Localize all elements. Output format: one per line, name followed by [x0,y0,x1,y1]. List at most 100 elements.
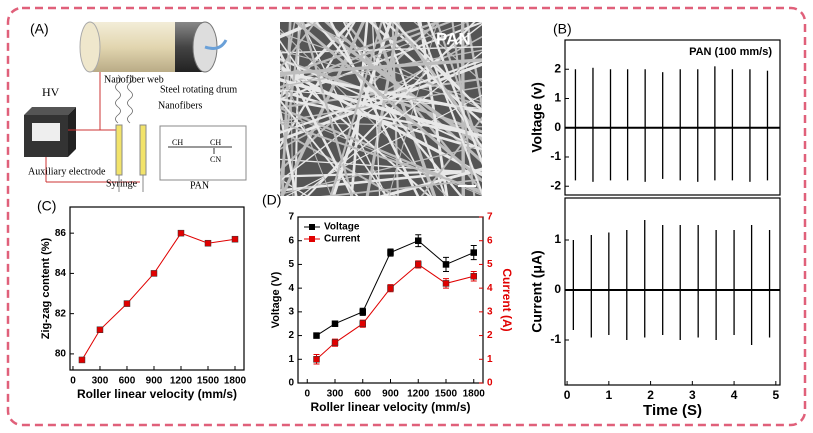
fiber [280,23,482,182]
fiber [280,22,470,92]
fiber [280,89,482,109]
y-tick-label: 1 [554,91,561,105]
y-axis-label: Zig-zag content (%) [40,237,52,339]
panel-label: (B) [553,21,572,37]
y2-tick-label: 4 [487,283,493,294]
y-tick-label: 1 [288,354,294,365]
fiber [280,62,482,142]
fiber [342,22,433,196]
fiber [280,28,447,196]
sem-fibers [280,22,482,196]
drum-end [79,21,101,73]
marker [359,308,366,316]
marker [387,284,394,292]
plot-frame [69,206,245,371]
line [81,232,236,361]
fiber [394,22,482,143]
y-tick-label: -1 [550,332,561,346]
fiber [280,22,292,196]
marker [415,237,422,244]
marker [387,249,394,256]
legend-marker [309,224,315,230]
fiber [460,22,466,196]
sem-label: PAN [436,29,471,48]
x-tick-label: 1500 [197,376,220,387]
fiber [280,22,453,89]
x-tick-label: 900 [382,389,399,400]
plot-frame [564,39,781,196]
electrode-label: Auxiliary electrode [28,166,106,177]
formula-text: CH [210,138,221,147]
fiber [280,22,303,195]
fiber [294,22,482,183]
fiber [280,50,482,106]
y-tick-label: 0 [554,282,561,296]
marker [177,229,185,237]
fiber [280,22,317,70]
fiber [331,22,392,196]
y-tick-label: -1 [550,149,561,163]
fiber [466,22,482,113]
marker [470,273,477,280]
x-tick-label: 0 [564,388,571,402]
marker [415,261,422,268]
fiber [436,22,482,157]
y-tick-label: 3 [288,306,294,317]
fiber [280,49,482,88]
fiber [280,158,482,174]
marker [470,249,477,256]
fiber [314,22,463,196]
legend-marker [309,236,315,242]
fiber [280,178,309,196]
y-axis-label: Current (μA) [529,250,545,332]
hv-top [24,107,76,115]
x-tick-label: 300 [92,376,109,387]
frame [6,6,807,427]
fiber [388,22,438,196]
y2-tick-label: 7 [487,212,493,223]
fiber [372,22,437,196]
panel-label: (D) [262,192,281,208]
y2-axis-label: Current (A) [500,268,514,331]
fibers [115,74,133,124]
y-tick-label: -2 [550,178,561,192]
marker [359,320,366,327]
fiber [377,167,482,196]
hv-label: HV [42,85,60,99]
fiber [329,22,383,196]
marker [123,300,131,307]
x-axis-label: Roller linear velocity (mm/s) [310,400,470,414]
x-tick-label: 0 [70,376,76,387]
syringe-label: Syringe [106,178,138,189]
x-tick-label: 0 [304,389,310,400]
y-axis-label: Voltage (v) [529,82,545,153]
marker [331,320,339,327]
fiber [280,98,359,196]
fiber [329,22,420,196]
y2-tick-label: 6 [487,235,493,246]
schematic: (A) HV Nanofiber web Steel rotating drum… [24,21,247,192]
x-tick-label: 3 [689,388,696,402]
y-tick-label: 84 [55,268,67,279]
fiber [417,22,482,196]
panel-label: (A) [30,21,49,37]
fiber [280,106,482,195]
x-tick-label: 1800 [224,376,247,387]
marker [442,261,450,268]
y-tick-label: 0 [288,378,294,389]
web-label: Nanofiber web [104,74,164,85]
annotation: PAN (100 mm/s) [689,46,772,58]
drum-label: Steel rotating drum [160,84,237,95]
x-tick-label: 600 [354,389,371,400]
x-tick-label: 300 [327,389,344,400]
marker [442,280,450,287]
fiber [280,59,482,134]
x-tick-label: 4 [731,388,738,402]
marker [150,270,158,277]
legend-label: Voltage [324,222,360,233]
x-tick-label: 900 [146,376,163,387]
syringe [139,124,147,176]
panel-label: (C) [37,198,56,214]
hv-side [68,107,76,157]
